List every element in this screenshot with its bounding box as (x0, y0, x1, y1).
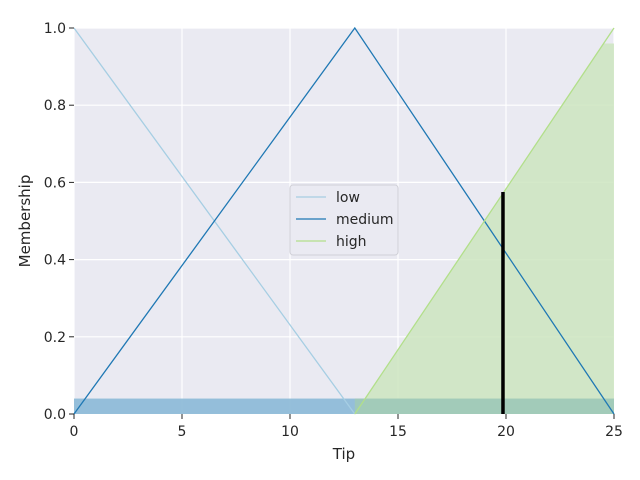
y-axis-ticks: 0.0 0.2 0.4 0.6 0.8 1.0 (44, 21, 74, 423)
activation-fills (74, 43, 614, 414)
y-tick-label: 0.4 (44, 253, 66, 269)
x-axis-ticks: 0 5 10 15 20 25 (70, 414, 623, 440)
legend-box (289, 184, 399, 256)
series-line-medium (73, 26, 615, 415)
x-tick-label: 20 (497, 424, 515, 440)
x-axis-label: Tip (332, 445, 355, 463)
x-tick-label: 0 (70, 424, 79, 440)
y-tick-label: 0.6 (44, 175, 66, 191)
legend-label-high: high (336, 234, 367, 250)
x-tick-label: 10 (281, 424, 299, 440)
y-tick-label: 0.8 (44, 98, 66, 114)
y-tick-label: 1.0 (44, 21, 66, 37)
legend-label-low: low (336, 190, 360, 206)
series-line-high (354, 27, 615, 415)
legend: low medium high (289, 184, 399, 256)
y-axis-label: Membership (16, 175, 34, 268)
y-tick-label: 0.2 (44, 330, 66, 346)
x-tick-label: 15 (389, 424, 407, 440)
legend-label-medium: medium (336, 212, 394, 228)
x-tick-label: 25 (605, 424, 623, 440)
series-lines (73, 26, 615, 415)
activation-fill-high (354, 43, 614, 414)
activation-fill-overlap (354, 398, 614, 414)
x-tick-label: 5 (178, 424, 187, 440)
y-tick-label: 0.0 (44, 407, 66, 423)
